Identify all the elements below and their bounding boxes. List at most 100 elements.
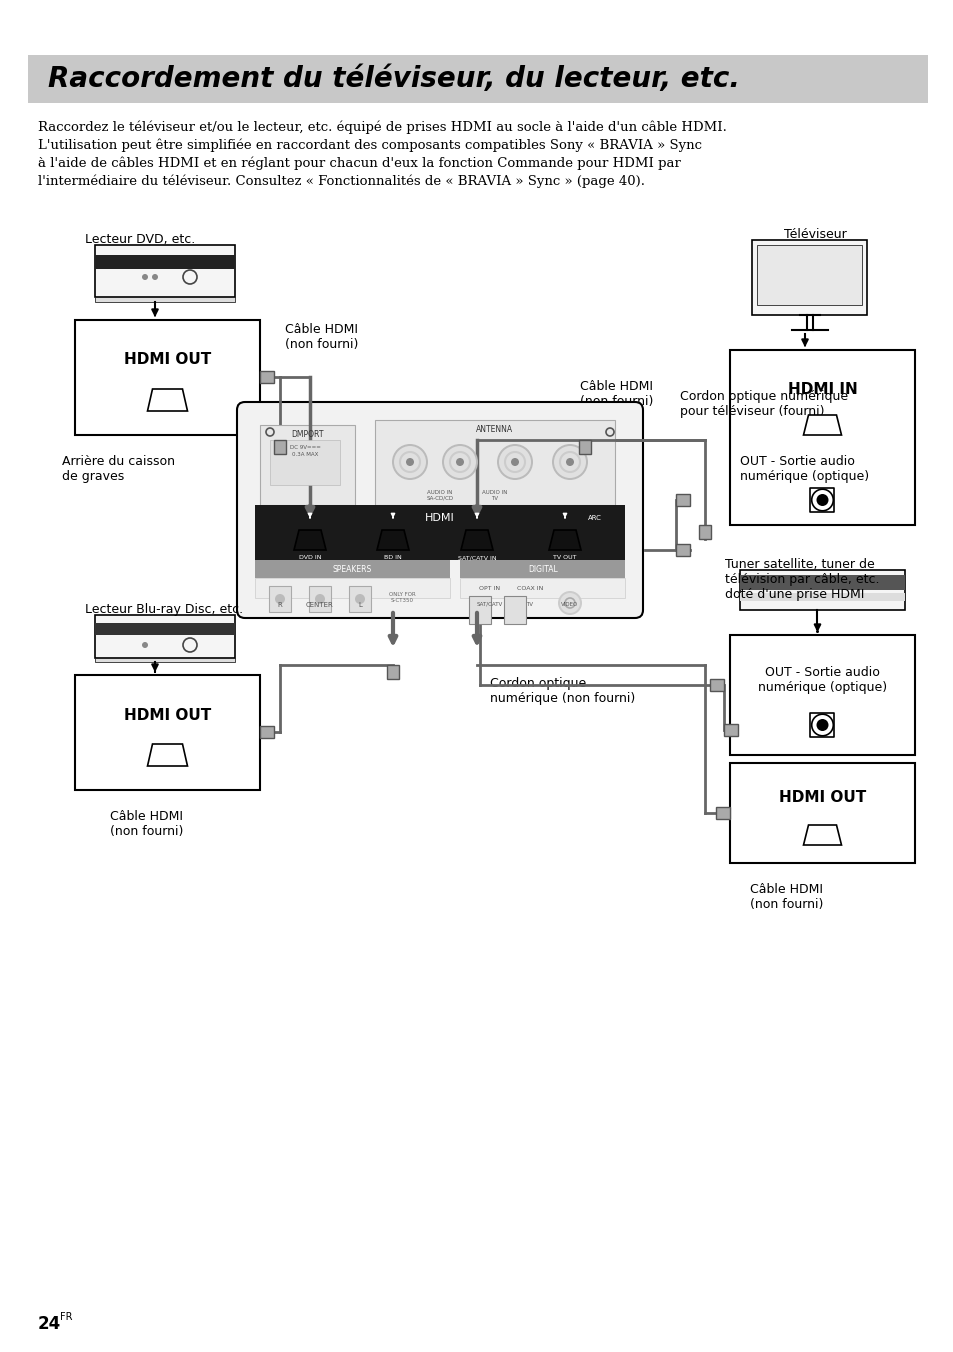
Text: DMPORT: DMPORT: [292, 430, 324, 439]
Text: AUDIO IN: AUDIO IN: [482, 489, 507, 495]
Polygon shape: [148, 744, 188, 767]
Text: HDMI OUT: HDMI OUT: [124, 707, 211, 722]
Bar: [349, 585, 371, 612]
Bar: [740, 571, 904, 610]
Text: AUDIO IN: AUDIO IN: [427, 489, 453, 495]
Text: VIDEO: VIDEO: [560, 602, 578, 607]
Text: Raccordement du téléviseur, du lecteur, etc.: Raccordement du téléviseur, du lecteur, …: [48, 65, 740, 93]
Text: OPT IN: OPT IN: [479, 585, 500, 591]
Circle shape: [441, 443, 477, 480]
Bar: [469, 596, 491, 625]
Text: OUT - Sortie audio
numérique (optique): OUT - Sortie audio numérique (optique): [740, 456, 868, 483]
Bar: [75, 675, 260, 790]
Polygon shape: [260, 372, 274, 383]
Bar: [729, 763, 914, 863]
Bar: [810, 488, 834, 512]
Bar: [375, 420, 615, 506]
Bar: [309, 585, 331, 612]
Polygon shape: [260, 726, 274, 738]
Polygon shape: [578, 439, 590, 454]
Circle shape: [552, 443, 587, 480]
Text: SPEAKERS: SPEAKERS: [332, 565, 372, 573]
Text: ONLY FOR
S-CT350: ONLY FOR S-CT350: [388, 592, 415, 603]
Text: Raccordez le téléviseur et/ou le lecteur, etc. équipé de prises HDMI au socle à : Raccordez le téléviseur et/ou le lecteur…: [38, 120, 726, 134]
Circle shape: [355, 594, 365, 604]
Polygon shape: [802, 415, 841, 435]
Text: Arrière du caisson
de graves: Arrière du caisson de graves: [62, 456, 174, 483]
Bar: [75, 320, 260, 435]
Polygon shape: [274, 439, 285, 454]
Bar: [95, 623, 234, 635]
Bar: [95, 658, 234, 662]
Polygon shape: [709, 680, 723, 691]
Circle shape: [443, 446, 476, 479]
Bar: [95, 297, 234, 301]
Bar: [752, 241, 866, 315]
Polygon shape: [802, 825, 841, 845]
Polygon shape: [294, 530, 326, 550]
Text: R: R: [277, 602, 282, 608]
Bar: [254, 560, 450, 579]
Text: ANTENNA: ANTENNA: [476, 425, 513, 434]
Bar: [740, 594, 904, 602]
Text: HDMI: HDMI: [425, 512, 455, 523]
Bar: [254, 579, 450, 598]
Text: TV: TV: [526, 602, 533, 607]
Circle shape: [816, 493, 827, 506]
Bar: [459, 579, 624, 598]
Text: Cordon optique
numérique (non fourni): Cordon optique numérique (non fourni): [490, 677, 635, 704]
Text: TV OUT: TV OUT: [553, 556, 577, 560]
Text: CENTER: CENTER: [306, 602, 334, 608]
Bar: [270, 439, 339, 485]
Circle shape: [314, 594, 325, 604]
Text: Câble HDMI
(non fourni): Câble HDMI (non fourni): [285, 323, 358, 352]
Bar: [459, 560, 624, 579]
Circle shape: [559, 594, 579, 612]
Bar: [503, 596, 525, 625]
Text: DIGITAL: DIGITAL: [528, 565, 558, 573]
Text: OUT - Sortie audio
numérique (optique): OUT - Sortie audio numérique (optique): [757, 667, 886, 694]
Text: Cordon optique numérique
pour téléviseur (fourni): Cordon optique numérique pour téléviseur…: [679, 389, 847, 418]
Text: Câble HDMI
(non fourni): Câble HDMI (non fourni): [579, 380, 653, 408]
Text: Téléviseur: Téléviseur: [782, 228, 845, 241]
Bar: [95, 256, 234, 269]
Text: SA-CD/CD: SA-CD/CD: [426, 496, 453, 502]
Bar: [95, 615, 234, 658]
Bar: [28, 55, 927, 103]
Text: à l'aide de câbles HDMI et en réglant pour chacun d'eux la fonction Commande pou: à l'aide de câbles HDMI et en réglant po…: [38, 155, 680, 169]
Text: DVD IN: DVD IN: [298, 556, 321, 560]
Circle shape: [816, 719, 827, 731]
Bar: [95, 245, 234, 297]
Text: DC 9V===: DC 9V===: [290, 445, 320, 450]
Text: Lecteur DVD, etc.: Lecteur DVD, etc.: [85, 233, 195, 246]
Text: 24: 24: [38, 1315, 61, 1333]
Bar: [254, 506, 624, 560]
Text: 0.3A MAX: 0.3A MAX: [292, 452, 318, 457]
Circle shape: [497, 443, 533, 480]
Bar: [269, 585, 291, 612]
Text: Lecteur Blu-ray Disc, etc.: Lecteur Blu-ray Disc, etc.: [85, 603, 243, 617]
Circle shape: [558, 591, 581, 615]
Text: FR: FR: [60, 1311, 72, 1322]
Polygon shape: [148, 389, 188, 411]
Text: L: L: [357, 602, 361, 608]
Text: HDMI IN: HDMI IN: [787, 383, 857, 397]
Text: TV: TV: [491, 496, 498, 502]
Text: l'intermédiaire du téléviseur. Consultez « Fonctionnalités de « BRAVIA » Sync » : l'intermédiaire du téléviseur. Consultez…: [38, 174, 644, 188]
Text: ARC: ARC: [587, 515, 601, 521]
Polygon shape: [548, 530, 580, 550]
Polygon shape: [376, 530, 409, 550]
Circle shape: [142, 274, 148, 280]
Polygon shape: [699, 525, 710, 539]
Bar: [810, 713, 834, 737]
Circle shape: [152, 274, 158, 280]
Circle shape: [511, 458, 518, 466]
Polygon shape: [676, 495, 689, 506]
Bar: [757, 245, 862, 306]
Polygon shape: [676, 545, 689, 556]
Text: BD IN: BD IN: [384, 556, 401, 560]
Circle shape: [565, 458, 574, 466]
Text: Tuner satellite, tuner de
télévision par câble, etc.
doté d'une prise HDMI: Tuner satellite, tuner de télévision par…: [724, 558, 879, 602]
Polygon shape: [387, 665, 398, 679]
Circle shape: [142, 642, 148, 648]
